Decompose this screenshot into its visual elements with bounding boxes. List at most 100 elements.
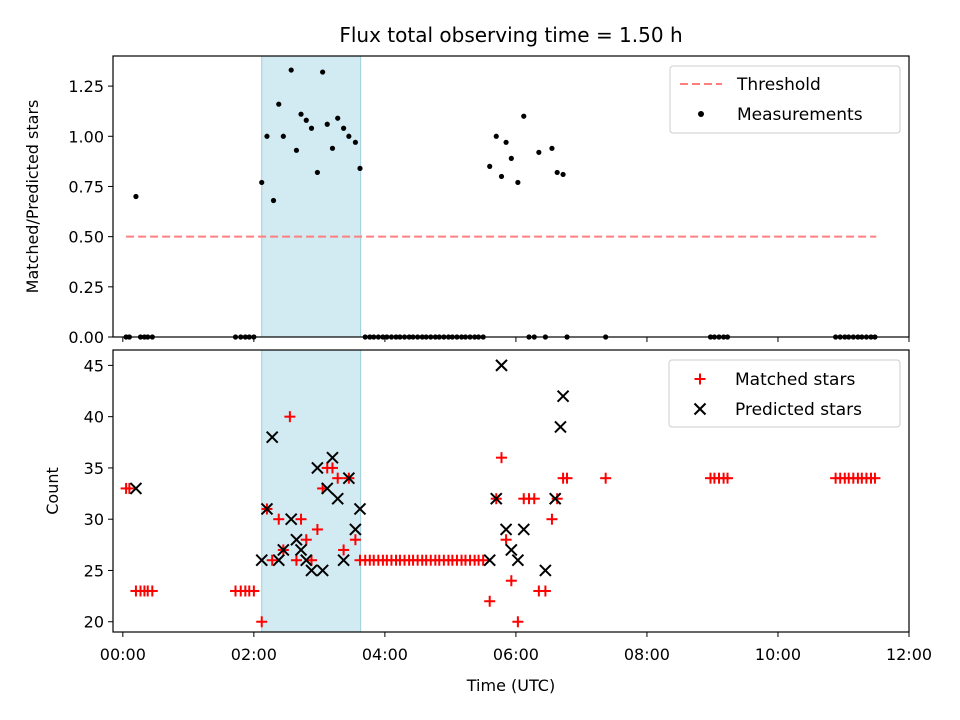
predicted-star-point xyxy=(517,523,530,536)
measurement-point xyxy=(270,197,277,204)
bottom-xtick-label: 12:00 xyxy=(886,645,932,664)
matched-star-point xyxy=(551,493,563,505)
bottom-ytick-label: 30 xyxy=(84,510,104,529)
measurement-point xyxy=(503,139,509,145)
x-stroke-b xyxy=(326,451,339,464)
predicted-star-point xyxy=(311,461,324,475)
predicted-star-point xyxy=(490,492,503,505)
measurement-point xyxy=(335,115,341,121)
measurement-point xyxy=(498,173,505,180)
matched-star-point xyxy=(266,554,278,566)
bottom-ytick-label: 25 xyxy=(84,561,104,580)
x-stroke-b xyxy=(511,554,525,567)
predicted-stars-points xyxy=(129,359,570,577)
x-stroke-b xyxy=(517,523,530,536)
predicted-star-point xyxy=(290,533,303,546)
top-axes-frame xyxy=(112,55,910,338)
x-stroke-b xyxy=(255,554,268,567)
predicted-star-point xyxy=(337,554,350,567)
matched-star-point xyxy=(284,411,296,423)
matched-star-point xyxy=(505,575,517,587)
x-stroke-b xyxy=(294,543,308,557)
x-stroke-b xyxy=(490,492,503,505)
measurement-point xyxy=(346,133,352,139)
matched-star-point xyxy=(477,554,489,566)
matched-star-point xyxy=(338,544,350,556)
x-stroke-b xyxy=(305,564,318,577)
predicted-star-point xyxy=(265,430,279,444)
bottom-legend-box xyxy=(668,359,901,428)
x-axis-label: Time (UTC) xyxy=(466,676,555,695)
matched-star-point xyxy=(326,462,338,474)
bottom-ytick-label: 40 xyxy=(84,408,104,427)
x-stroke-b xyxy=(539,564,552,577)
x-stroke-b xyxy=(129,482,143,495)
top-ytick-label: 0.50 xyxy=(68,228,104,247)
measurement-point xyxy=(324,121,330,127)
x-stroke-b xyxy=(321,482,334,495)
predicted-star-point xyxy=(305,564,318,577)
measurement-point xyxy=(352,139,359,145)
x-stroke-b xyxy=(556,389,570,403)
predicted-star-point xyxy=(499,523,513,536)
x-stroke-b xyxy=(337,554,350,567)
measurement-point xyxy=(515,179,521,186)
predicted-star-point xyxy=(505,543,518,557)
matched-star-point xyxy=(539,585,551,597)
legend-matched-swatch xyxy=(694,373,706,385)
predicted-star-point xyxy=(300,554,313,567)
bottom-axes-frame xyxy=(112,349,910,633)
x-stroke-b xyxy=(272,554,285,567)
matched-star-point xyxy=(349,534,361,546)
predicted-star-point xyxy=(483,554,496,567)
matched-star-point xyxy=(295,513,307,525)
legend-measurements-swatch xyxy=(698,111,704,117)
predicted-star-point xyxy=(294,543,308,557)
predicted-star-point xyxy=(326,451,339,464)
x-stroke-b xyxy=(316,564,329,577)
predicted-star-point xyxy=(342,471,356,485)
legend-measurements-label: Measurements xyxy=(737,105,863,125)
measurement-point xyxy=(487,163,493,169)
bottom-ytick-label: 35 xyxy=(84,459,104,478)
bottom-xtick-label: 08:00 xyxy=(624,645,670,664)
bottom-legend: Matched stars Predicted stars xyxy=(668,359,901,428)
matched-star-point xyxy=(311,523,323,535)
legend-threshold-label: Threshold xyxy=(736,75,821,95)
predicted-star-point xyxy=(511,554,525,567)
x-stroke-b xyxy=(260,502,274,516)
matched-star-point xyxy=(722,472,734,484)
top-ytick-label: 1.00 xyxy=(68,127,104,146)
predicted-star-point xyxy=(277,543,290,557)
top-ytick-label: 0.25 xyxy=(68,278,104,297)
matched-star-point xyxy=(500,534,512,546)
predicted-star-point xyxy=(129,482,143,495)
measurement-point xyxy=(280,133,286,139)
x-stroke-b xyxy=(342,471,356,485)
matched-star-point xyxy=(146,585,158,597)
matched-star-point xyxy=(496,452,508,464)
measurement-point xyxy=(357,165,363,171)
top-legend-box xyxy=(669,65,901,134)
matched-star-point xyxy=(256,616,268,628)
measurement-point xyxy=(554,169,560,176)
bottom-y-axis-label: Count xyxy=(43,467,62,515)
measurement-point xyxy=(308,125,315,131)
predicted-star-point xyxy=(554,420,567,434)
measurement-point xyxy=(293,147,300,153)
predicted-star-point xyxy=(495,359,508,372)
predicted-star-point xyxy=(331,492,344,505)
bottom-ytick-label: 20 xyxy=(84,613,104,632)
matched-star-point xyxy=(300,534,312,546)
top-ytick-label: 0.75 xyxy=(68,177,104,196)
x-stroke-b xyxy=(311,461,324,475)
predicted-star-point xyxy=(349,523,362,536)
predicted-star-point xyxy=(272,554,285,567)
predicted-star-point xyxy=(353,502,367,516)
bottom-ytick-label: 45 xyxy=(84,356,104,375)
x-stroke-b xyxy=(290,533,303,546)
matched-star-point xyxy=(528,493,540,505)
x-stroke-b xyxy=(505,543,518,557)
top-ytick-label: 0.00 xyxy=(68,328,104,347)
